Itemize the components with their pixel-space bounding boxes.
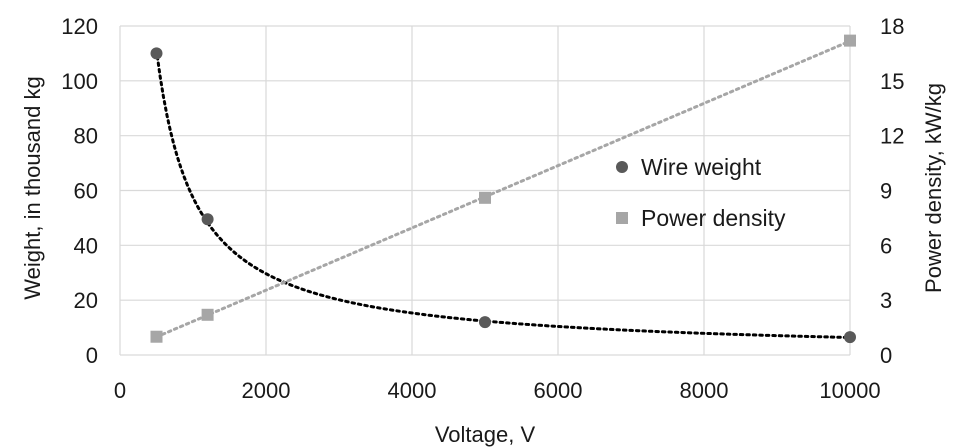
y-left-tick-label: 120 bbox=[61, 14, 98, 39]
legend-item-power-density: Power density bbox=[616, 205, 786, 231]
x-axis-ticks: 0 2000 4000 6000 8000 10000 bbox=[114, 378, 881, 403]
legend-label-wire-weight: Wire weight bbox=[641, 154, 762, 180]
x-tick-label: 2000 bbox=[242, 378, 291, 403]
x-tick-label: 10000 bbox=[819, 378, 880, 403]
y-right-tick-label: 15 bbox=[880, 69, 904, 94]
power-density-point bbox=[201, 308, 214, 321]
y-right-tick-label: 6 bbox=[880, 233, 892, 258]
power-density-point bbox=[479, 191, 491, 204]
y-left-axis-title: Weight, in thousand kg bbox=[20, 76, 45, 299]
legend-item-wire-weight: Wire weight bbox=[616, 154, 762, 180]
y-right-tick-label: 9 bbox=[880, 179, 892, 204]
y-left-tick-label: 60 bbox=[74, 179, 98, 204]
trendline-wire-weight bbox=[155, 48, 852, 339]
y-right-tick-label: 18 bbox=[880, 14, 904, 39]
x-axis-title: Voltage, V bbox=[435, 422, 536, 447]
power-density-point bbox=[150, 330, 163, 343]
y-left-tick-label: 0 bbox=[86, 343, 98, 368]
data-points bbox=[150, 34, 856, 344]
y-left-tick-label: 40 bbox=[74, 233, 98, 258]
y-right-tick-label: 0 bbox=[880, 343, 892, 368]
legend: Wire weight Power density bbox=[616, 154, 786, 231]
legend-label-power-density: Power density bbox=[641, 205, 786, 231]
x-tick-label: 6000 bbox=[534, 378, 583, 403]
wire-weight-point bbox=[844, 331, 856, 344]
wire-weight-point bbox=[150, 47, 163, 60]
legend-marker-square-icon bbox=[616, 212, 628, 224]
power-density-point bbox=[844, 34, 856, 47]
y-right-tick-label: 12 bbox=[880, 124, 904, 149]
y-left-axis-ticks: 0 20 40 60 80 100 120 bbox=[61, 14, 98, 368]
y-left-tick-label: 20 bbox=[74, 288, 98, 313]
trendlines bbox=[155, 39, 852, 339]
y-right-axis-title: Power density, kW/kg bbox=[921, 83, 946, 293]
wire-weight-point bbox=[201, 213, 214, 226]
wire-weight-point bbox=[479, 316, 491, 329]
x-tick-label: 8000 bbox=[680, 378, 729, 403]
y-right-tick-label: 3 bbox=[880, 288, 892, 313]
x-tick-label: 0 bbox=[114, 378, 126, 403]
x-tick-label: 4000 bbox=[388, 378, 437, 403]
legend-marker-circle-icon bbox=[616, 161, 628, 173]
y-left-tick-label: 100 bbox=[61, 69, 98, 94]
trendline-power-density bbox=[155, 39, 852, 339]
y-right-axis-ticks: 0 3 6 9 12 15 18 bbox=[880, 14, 904, 368]
y-left-tick-label: 80 bbox=[74, 124, 98, 149]
